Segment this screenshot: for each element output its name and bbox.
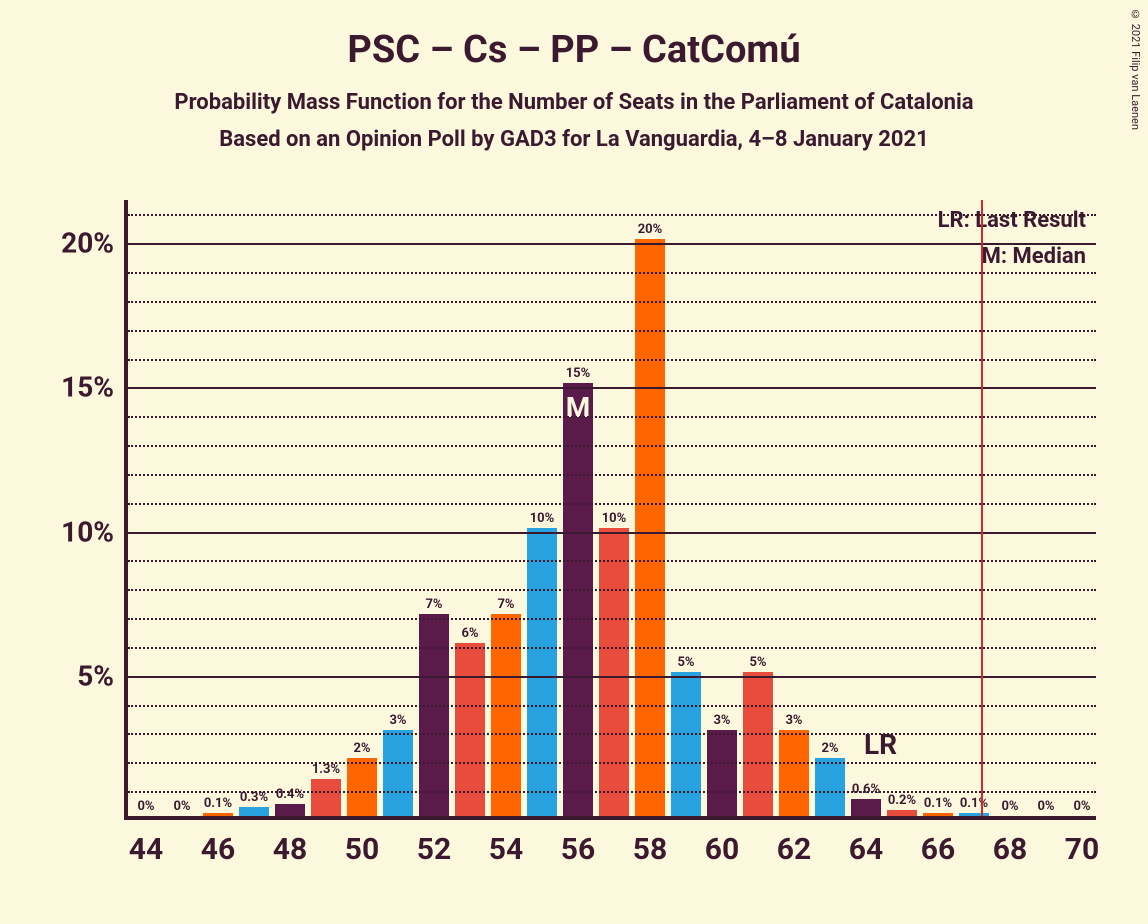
bar-value-label: 3% [389, 713, 406, 728]
x-axis-label: 52 [417, 832, 451, 867]
bar-value-label: 0% [1073, 799, 1090, 814]
chart-title: PSC – Cs – PP – CatComú [0, 0, 1148, 72]
bar: 0.2% [887, 810, 917, 816]
bar-value-label: 10% [602, 511, 627, 526]
y-axis-label: 20% [61, 227, 114, 260]
bar: 0.1% [203, 813, 233, 816]
x-axis-label: 46 [201, 832, 235, 867]
gridline-minor [128, 474, 1096, 476]
gridline-minor [128, 330, 1096, 332]
y-axis-label: 5% [77, 659, 114, 692]
bar-value-label: 0% [1001, 799, 1018, 814]
y-axis-label: 15% [61, 371, 114, 404]
last-result-line [981, 200, 983, 816]
bar: 5% [671, 672, 701, 816]
bar: 3% [383, 730, 413, 817]
bar-value-label: 5% [677, 655, 694, 670]
bar: 7% [491, 614, 521, 816]
x-axis-label: 60 [705, 832, 739, 867]
gridline-minor [128, 445, 1096, 447]
x-axis-label: 64 [849, 832, 883, 867]
bar: 15%M [563, 383, 593, 816]
bar-value-label: 7% [497, 597, 514, 612]
bar-value-label: 0.4% [276, 787, 304, 802]
bar: 1.3% [311, 779, 341, 816]
x-axis-label: 44 [129, 832, 163, 867]
bar-value-label: 0.1% [960, 796, 988, 811]
gridline-minor [128, 503, 1096, 505]
x-axis-label: 68 [993, 832, 1027, 867]
bar: 0.4% [275, 804, 305, 816]
bar: 0.6% [851, 799, 881, 816]
gridline-minor [128, 705, 1096, 707]
bar-value-label: 10% [530, 511, 555, 526]
gridline-minor [128, 618, 1096, 620]
bar: 10% [599, 528, 629, 816]
bar-value-label: 3% [785, 713, 802, 728]
bar-value-label: 5% [749, 655, 766, 670]
copyright-text: © 2021 Filip van Laenen [1129, 8, 1142, 130]
bar: 7% [419, 614, 449, 816]
gridline-minor [128, 762, 1096, 764]
bar-value-label: 0% [173, 799, 190, 814]
x-axis-label: 58 [633, 832, 667, 867]
bar: 20% [635, 239, 665, 816]
gridline-minor [128, 301, 1096, 303]
bar-value-label: 2% [353, 741, 370, 756]
median-marker: M [566, 391, 591, 424]
gridline-major [128, 532, 1096, 534]
gridline-minor [128, 733, 1096, 735]
bars-container: 0%0%0.1%0.3%0.4%1.3%2%3%7%6%7%10%15%M10%… [128, 200, 1096, 816]
gridline-major [128, 243, 1096, 245]
x-axis-label: 54 [489, 832, 523, 867]
bar-value-label: 0.1% [924, 796, 952, 811]
chart-subtitle-1: Probability Mass Function for the Number… [0, 90, 1148, 115]
x-axis-label: 50 [345, 832, 379, 867]
bar-value-label: 0% [1037, 799, 1054, 814]
bar: 3% [707, 730, 737, 817]
chart-plot-area: LR: Last Result M: Median 0%0%0.1%0.3%0.… [124, 200, 1096, 820]
bar-value-label: 3% [713, 713, 730, 728]
bar: 0.1% [923, 813, 953, 816]
bar-value-label: 20% [638, 222, 663, 237]
bar: 6% [455, 643, 485, 816]
bar-value-label: 7% [425, 597, 442, 612]
bar: 3% [779, 730, 809, 817]
x-axis-label: 70 [1065, 832, 1099, 867]
chart-subtitle-2: Based on an Opinion Poll by GAD3 for La … [0, 127, 1148, 152]
bar-value-label: 0.2% [888, 793, 916, 808]
last-result-marker: LR [864, 728, 897, 761]
bar-value-label: 2% [821, 741, 838, 756]
gridline-minor [128, 791, 1096, 793]
gridline-minor [128, 214, 1096, 216]
gridline-minor [128, 416, 1096, 418]
bar: 2% [815, 758, 845, 816]
bar: 10% [527, 528, 557, 816]
gridline-minor [128, 589, 1096, 591]
gridline-minor [128, 359, 1096, 361]
gridline-minor [128, 272, 1096, 274]
bar-value-label: 6% [461, 626, 478, 641]
x-axis-label: 48 [273, 832, 307, 867]
x-axis-label: 56 [561, 832, 595, 867]
bar: 5% [743, 672, 773, 816]
bar-value-label: 15% [566, 366, 591, 381]
gridline-minor [128, 647, 1096, 649]
x-axis-label: 66 [921, 832, 955, 867]
bar: 2% [347, 758, 377, 816]
bar-value-label: 0.1% [204, 796, 232, 811]
bar: 0.3% [239, 807, 269, 816]
gridline-major [128, 676, 1096, 678]
x-axis-label: 62 [777, 832, 811, 867]
bar: 0.1% [959, 813, 989, 816]
gridline-major [128, 387, 1096, 389]
bar-value-label: 0% [137, 799, 154, 814]
gridline-minor [128, 560, 1096, 562]
y-axis-label: 10% [61, 515, 114, 548]
bar-value-label: 0.6% [852, 782, 880, 797]
